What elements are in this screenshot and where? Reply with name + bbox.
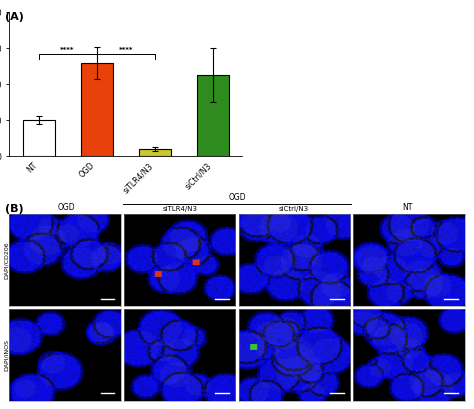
Text: (B): (B) bbox=[5, 204, 23, 214]
Text: NT: NT bbox=[402, 203, 413, 212]
Y-axis label: DAPI/CD206: DAPI/CD206 bbox=[4, 241, 9, 279]
Text: (A): (A) bbox=[5, 12, 24, 22]
Text: ****: **** bbox=[60, 47, 75, 52]
Y-axis label: DAPI/iNOS: DAPI/iNOS bbox=[4, 339, 9, 371]
Bar bbox=[197, 75, 229, 156]
Bar bbox=[81, 63, 113, 156]
Text: siCtrl/N3: siCtrl/N3 bbox=[279, 206, 309, 212]
Bar bbox=[23, 120, 55, 156]
Bar bbox=[139, 149, 171, 156]
Text: OGD: OGD bbox=[228, 193, 246, 202]
Text: ****: **** bbox=[118, 47, 133, 52]
Text: OGD: OGD bbox=[57, 203, 75, 212]
Text: siTLR4/N3: siTLR4/N3 bbox=[163, 206, 198, 212]
